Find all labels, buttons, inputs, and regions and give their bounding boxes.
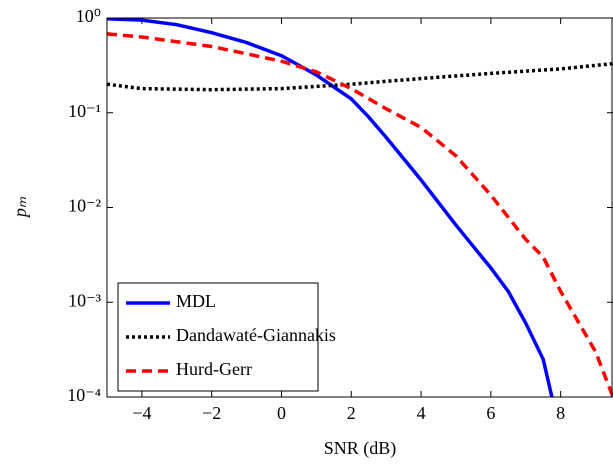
x-tick-label: 8	[556, 403, 565, 423]
x-tick-label: 4	[417, 403, 426, 423]
x-axis-label: SNR (dB)	[324, 438, 397, 459]
legend-label: MDL	[176, 291, 216, 311]
series-line	[107, 32, 613, 397]
x-tick-label: 6	[486, 403, 495, 423]
y-tick-label: 10⁻²	[68, 196, 101, 216]
x-tick-label: −4	[132, 403, 151, 423]
series-line	[107, 61, 613, 92]
y-tick-label: 10⁰	[76, 6, 101, 26]
plot-area	[107, 18, 613, 397]
legend-label: Hurd-Gerr	[176, 359, 252, 379]
y-tick-label: 10⁻³	[68, 290, 102, 310]
y-axis-label: pₘ	[10, 196, 30, 219]
x-tick-label: −2	[202, 403, 221, 423]
plot-frame	[106, 17, 613, 398]
y-tick-label: 10⁻¹	[68, 101, 101, 121]
series-line	[107, 18, 554, 397]
legend-label: Dandawaté-Giannakis	[176, 325, 336, 345]
x-tick-label: 0	[277, 403, 286, 423]
y-tick-label: 10⁻⁴	[67, 385, 101, 405]
x-tick-label: 2	[347, 403, 356, 423]
